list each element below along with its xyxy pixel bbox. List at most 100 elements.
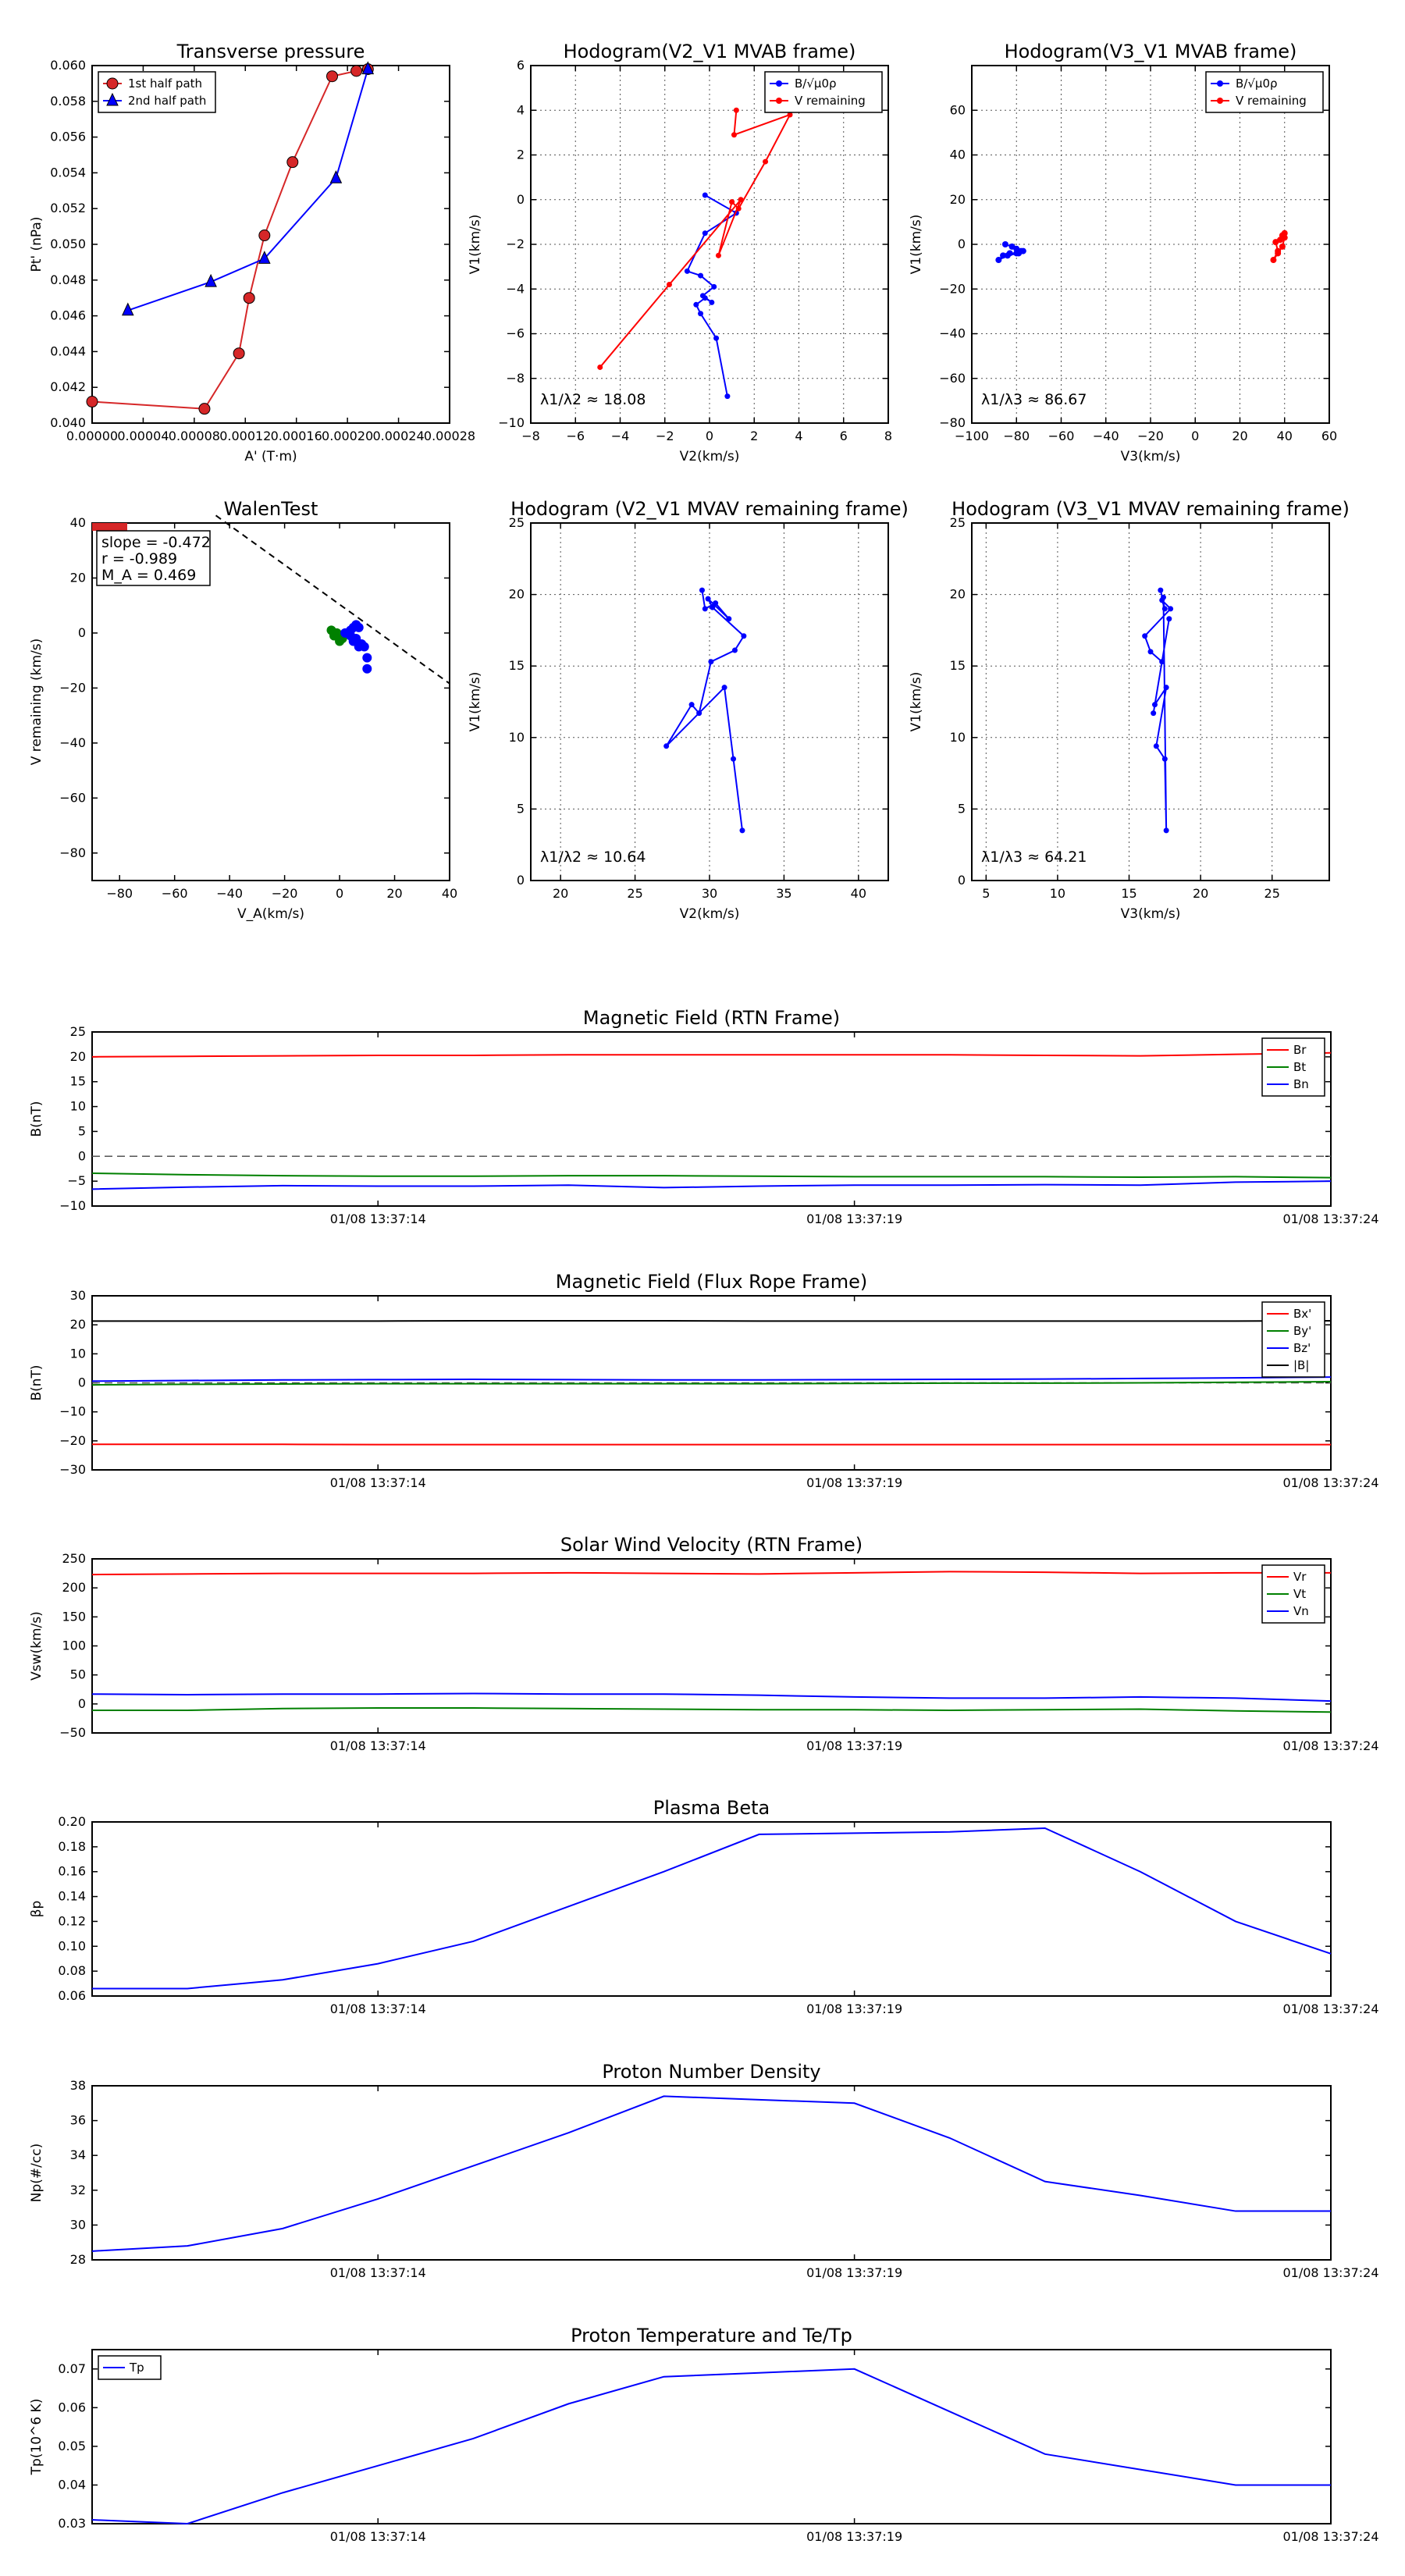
y-tick-label: 20 (70, 570, 86, 585)
legend-marker (776, 80, 782, 87)
y-tick-label: 0.054 (50, 165, 86, 180)
y-tick-label: 0.048 (50, 272, 86, 287)
y-axis-label: V1(km/s) (909, 672, 924, 732)
y-tick-label: 30 (70, 2217, 86, 2232)
y-tick-label: 20 (70, 1317, 86, 1332)
x-tick-label: 20 (1232, 429, 1247, 443)
legend-label: V remaining (795, 94, 866, 108)
y-axis-label: Vsw(km/s) (29, 1611, 44, 1681)
legend-label: Tp (129, 2361, 144, 2375)
legend-label: V remaining (1236, 94, 1307, 108)
data-point (198, 403, 211, 415)
data-point (705, 596, 711, 602)
y-tick-label: 15 (509, 658, 525, 673)
plot-frame (530, 65, 889, 424)
y-tick-label: 40 (70, 515, 86, 530)
x-tick-label: −8 (521, 429, 540, 443)
y-tick-label: 20 (509, 587, 525, 602)
data-point (995, 257, 1002, 264)
data-point (350, 65, 363, 77)
series-line-Vn (91, 1692, 1332, 1703)
x-tick-label: 01/08 13:37:19 (806, 2265, 902, 2280)
y-tick-label: 0.06 (58, 1988, 86, 2003)
y-tick-label: 25 (950, 515, 966, 530)
y-tick-label: 28 (70, 2252, 86, 2267)
legend-label: Bx' (1293, 1307, 1311, 1321)
y-tick-label: −2 (506, 237, 525, 251)
plot-frame (91, 1821, 1332, 1997)
data-point (702, 230, 708, 237)
data-point (86, 396, 98, 408)
data-point (361, 61, 375, 75)
y-tick-label: 0.046 (50, 308, 86, 323)
y-axis-label: V remaining (km/s) (29, 639, 44, 766)
x-tick-label: 01/08 13:37:19 (806, 1475, 902, 1490)
y-tick-label: 6 (517, 58, 525, 73)
x-tick-label: 25 (627, 886, 642, 901)
walen-test-chart: WalenTest −80 −60 −40 −20 0 20 40 −80 −60 −40 −20 0 2… (29, 498, 457, 922)
x-tick-label: −40 (1093, 429, 1119, 443)
data-point (258, 251, 271, 264)
legend-marker (776, 98, 782, 104)
series-line-Vt (92, 1707, 1332, 1713)
series-line-Np (91, 2095, 1331, 2252)
chart-title: Proton Number Density (602, 2061, 820, 2083)
legend-label: 2nd half path (128, 94, 206, 108)
x-tick-label: −20 (272, 886, 298, 901)
x-tick-label: −40 (216, 886, 243, 901)
data-point (329, 170, 343, 183)
y-tick-label: 60 (950, 102, 966, 117)
y-tick-label: 30 (70, 1288, 86, 1303)
data-point (698, 272, 704, 279)
y-tick-label: −40 (59, 735, 86, 750)
data-point (122, 302, 134, 316)
plot-frame (530, 522, 889, 881)
y-axis-label: B(nT) (29, 1101, 44, 1137)
y-tick-label: 25 (509, 515, 525, 530)
chart-title: Plasma Beta (653, 1797, 770, 1819)
x-axis-label: V3(km/s) (1121, 906, 1181, 922)
data-point (731, 132, 737, 138)
x-tick-label: 01/08 13:37:19 (806, 2529, 902, 2544)
hodogram-v2v1-mvab-chart: Hodogram(V2_V1 MVAB frame) −8 −6 −4 −2 0 2 4 6 8 −… (468, 41, 892, 464)
x-tick-label: −20 (1137, 429, 1164, 443)
x-tick-label: 0.00028 (424, 429, 475, 443)
series-line-Tp (91, 2368, 1331, 2525)
data-point (343, 628, 353, 638)
x-tick-label: 8 (884, 429, 892, 443)
legend-label: B/√μ0ρ (1236, 76, 1278, 91)
x-axis-label: V2(km/s) (680, 906, 740, 922)
data-point (1160, 594, 1166, 600)
series-line-red (599, 110, 792, 368)
y-tick-label: −10 (59, 1198, 86, 1213)
legend-label: 1st half path (128, 76, 202, 91)
data-point (335, 636, 345, 646)
x-tick-label: 0.00004 (117, 429, 169, 443)
y-tick-label: 0 (78, 1148, 86, 1163)
legend-box (764, 71, 883, 113)
data-point (713, 600, 719, 607)
data-point (787, 112, 793, 118)
x-tick-label: 40 (1277, 429, 1293, 443)
data-point (741, 633, 747, 639)
y-tick-label: −4 (506, 281, 525, 296)
plot-frame (91, 2349, 1332, 2524)
y-axis-label: βp (29, 1901, 44, 1918)
x-tick-label: −100 (955, 429, 989, 443)
red-marker-strip (92, 523, 127, 531)
data-point (1168, 606, 1174, 612)
x-tick-label: −6 (566, 429, 585, 443)
chart-title: Proton Temperature and Te/Tp (571, 2325, 852, 2347)
hodogram-v3v1-mvab-chart: Hodogram(V3_V1 MVAB frame)−100 −80 −60 −40−… (909, 41, 1337, 464)
y-axis-label: B(nT) (29, 1364, 44, 1400)
data-point (696, 710, 702, 717)
x-tick-label: 5 (982, 886, 990, 901)
fit-line (215, 514, 450, 685)
data-point (1151, 702, 1158, 708)
x-tick-label: −2 (656, 429, 674, 443)
y-tick-label: −10 (59, 1404, 86, 1419)
x-axis-label: A' (T·m) (244, 449, 297, 464)
y-axis-label: V1(km/s) (468, 215, 483, 275)
y-tick-label: 0 (78, 1696, 86, 1711)
